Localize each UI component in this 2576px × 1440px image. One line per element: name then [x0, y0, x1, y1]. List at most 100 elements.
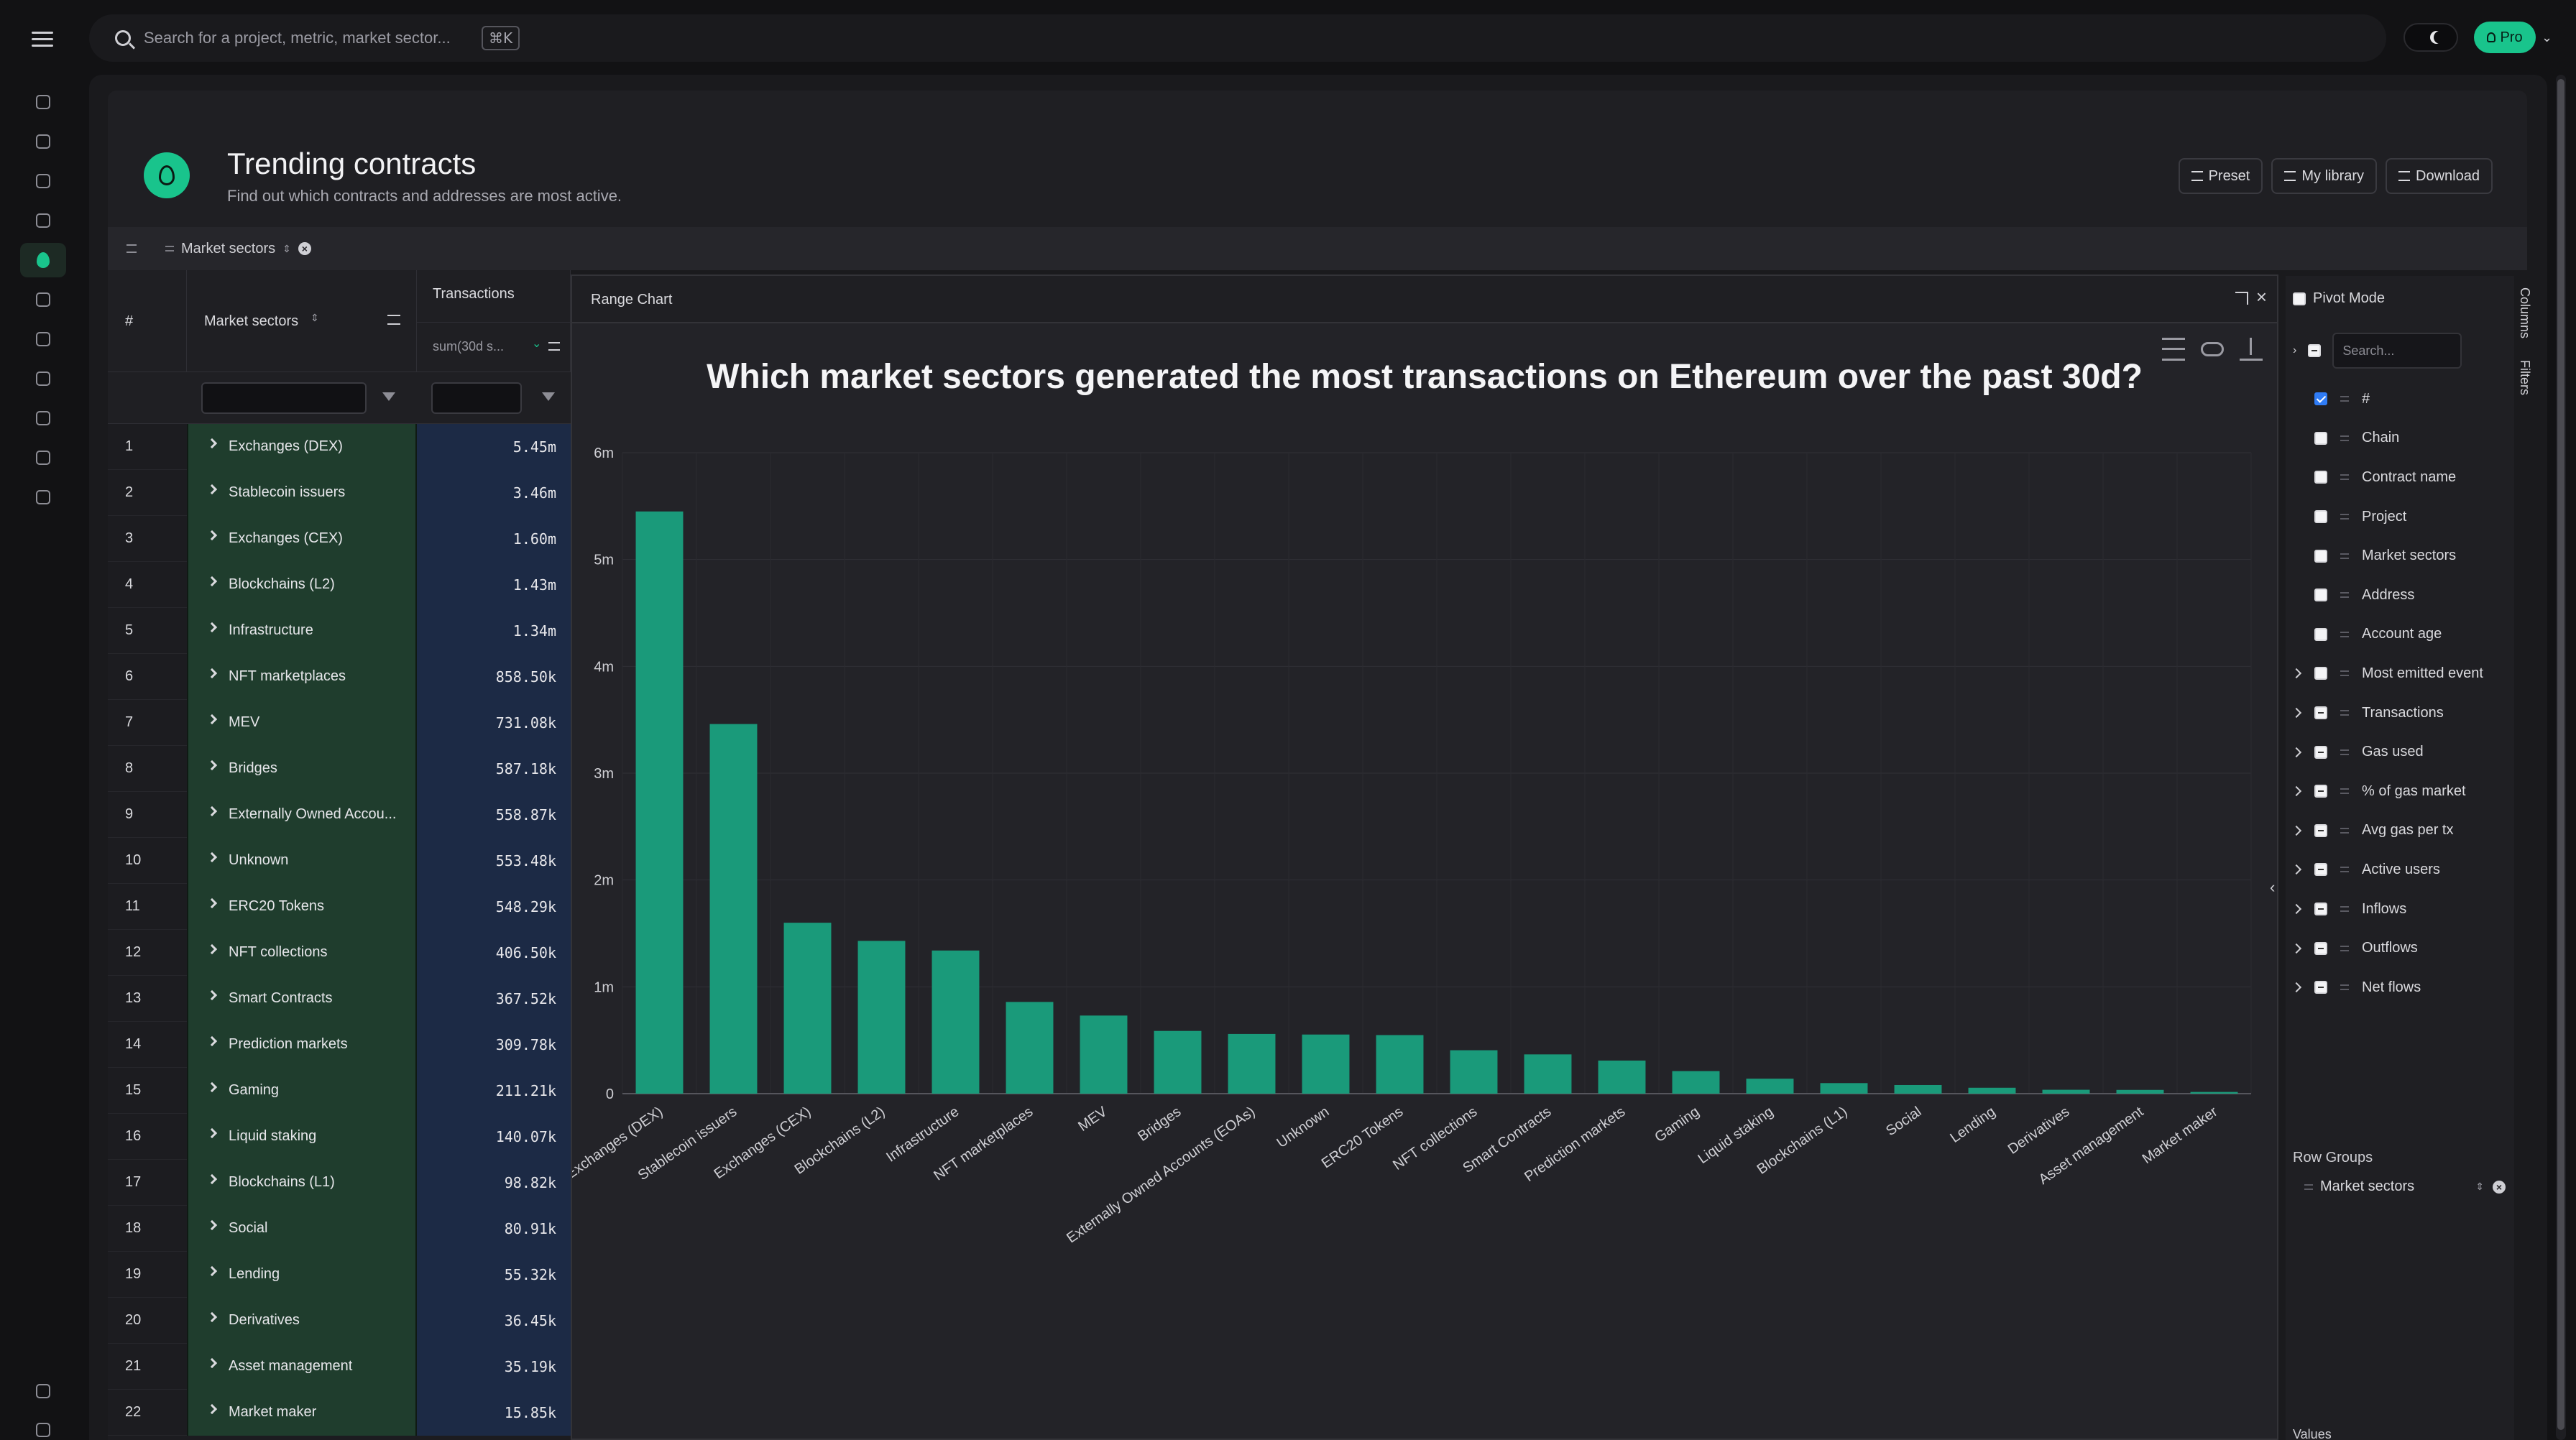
column-menu-icon[interactable]	[387, 315, 400, 325]
preset-button[interactable]: Preset	[2178, 158, 2263, 194]
table-row[interactable]: 15 Gaming 211.21k	[108, 1068, 571, 1114]
chevron-right-icon[interactable]	[206, 1173, 218, 1185]
sidebar-item-notes[interactable]	[20, 1374, 66, 1408]
bar[interactable]	[1746, 1079, 1794, 1094]
download-button[interactable]: Download	[2386, 158, 2493, 194]
sidebar-item-gallery[interactable]	[20, 480, 66, 514]
chevron-right-icon[interactable]	[2291, 982, 2302, 993]
table-row[interactable]: 6 NFT marketplaces 858.50k	[108, 654, 571, 700]
transactions-cell[interactable]: 36.45k	[417, 1298, 571, 1344]
column-item[interactable]: Market sectors	[2293, 536, 2516, 576]
bar[interactable]	[1154, 1030, 1202, 1094]
column-item[interactable]: Chain	[2293, 419, 2516, 458]
panel-collapse-icon[interactable]: ‹	[2270, 878, 2276, 896]
column-checkbox[interactable]	[2314, 549, 2327, 563]
sector-filter-input[interactable]	[201, 382, 367, 414]
sector-cell[interactable]: Externally Owned Accou...	[187, 792, 417, 838]
filter-icon[interactable]	[542, 392, 555, 401]
bar[interactable]	[1228, 1033, 1276, 1094]
column-checkbox[interactable]	[2314, 471, 2327, 484]
drag-handle-icon[interactable]	[165, 246, 174, 251]
select-all-checkbox[interactable]	[2308, 344, 2322, 357]
sector-cell[interactable]: Blockchains (L1)	[187, 1160, 417, 1206]
bar[interactable]	[709, 724, 758, 1094]
sidebar-item-community[interactable]	[20, 361, 66, 396]
bar[interactable]	[1968, 1087, 2016, 1094]
sort-icon[interactable]: ⇕	[310, 312, 319, 323]
transactions-cell[interactable]: 98.82k	[417, 1160, 571, 1206]
sidebar-item-explore[interactable]	[20, 440, 66, 475]
row-group-chip[interactable]: Market sectors ⇕ ×	[2304, 1178, 2506, 1195]
close-icon[interactable]: ×	[2255, 286, 2267, 308]
chevron-right-icon[interactable]	[2291, 943, 2302, 954]
column-search-input[interactable]	[2332, 333, 2462, 369]
column-item[interactable]: Inflows	[2291, 890, 2516, 929]
table-row[interactable]: 2 Stablecoin issuers 3.46m	[108, 470, 571, 516]
sector-cell[interactable]: Asset management	[187, 1344, 417, 1390]
drag-handle-icon[interactable]	[2340, 749, 2349, 755]
sector-cell[interactable]: Social	[187, 1206, 417, 1252]
bar[interactable]	[2116, 1089, 2164, 1094]
column-item[interactable]: Gas used	[2291, 732, 2516, 772]
transactions-cell[interactable]: 140.07k	[417, 1114, 571, 1160]
sidebar-item-home[interactable]	[20, 85, 66, 119]
column-checkbox[interactable]	[2314, 589, 2327, 602]
tx-filter-input[interactable]	[431, 382, 522, 414]
sector-cell[interactable]: MEV	[187, 700, 417, 746]
sidebar-item-charts[interactable]	[20, 124, 66, 159]
table-row[interactable]: 10 Unknown 553.48k	[108, 838, 571, 884]
chevron-right-icon[interactable]	[206, 1311, 218, 1323]
search-input[interactable]	[144, 29, 482, 47]
table-row[interactable]: 9 Externally Owned Accou... 558.87k	[108, 792, 571, 838]
bar[interactable]	[857, 941, 906, 1094]
sector-cell[interactable]: Bridges	[187, 746, 417, 792]
table-row[interactable]: 3 Exchanges (CEX) 1.60m	[108, 516, 571, 562]
sidebar-item-settings[interactable]	[20, 1413, 66, 1440]
column-menu-icon[interactable]	[548, 342, 560, 351]
bar[interactable]	[1524, 1054, 1572, 1094]
group-chip[interactable]: Market sectors ⇕ ×	[165, 241, 311, 257]
table-row[interactable]: 20 Derivatives 36.45k	[108, 1298, 571, 1344]
transactions-cell[interactable]: 55.32k	[417, 1252, 571, 1298]
transactions-cell[interactable]: 1.60m	[417, 516, 571, 562]
table-row[interactable]: 1 Exchanges (DEX) 5.45m	[108, 424, 571, 470]
column-item[interactable]: Outflows	[2291, 928, 2516, 968]
sidebar-item-analytics[interactable]	[20, 164, 66, 198]
expand-icon[interactable]	[2235, 292, 2248, 305]
chevron-right-icon[interactable]	[206, 576, 218, 587]
chevron-right-icon[interactable]	[2291, 864, 2302, 875]
chevron-right-icon[interactable]	[2291, 786, 2302, 797]
drag-handle-icon[interactable]	[2340, 906, 2349, 913]
sector-cell[interactable]: NFT marketplaces	[187, 654, 417, 700]
chevron-right-icon[interactable]	[206, 806, 218, 817]
transactions-cell[interactable]: 3.46m	[417, 470, 571, 516]
drag-handle-icon[interactable]	[2340, 592, 2349, 599]
transactions-cell[interactable]: 367.52k	[417, 976, 571, 1022]
column-checkbox[interactable]	[2314, 667, 2327, 680]
sector-cell[interactable]: Smart Contracts	[187, 976, 417, 1022]
bar[interactable]	[1450, 1050, 1498, 1094]
drag-handle-icon[interactable]	[2340, 514, 2349, 520]
sector-cell[interactable]: Gaming	[187, 1068, 417, 1114]
bar[interactable]	[635, 511, 684, 1094]
transactions-cell[interactable]: 553.48k	[417, 838, 571, 884]
bar[interactable]	[2042, 1089, 2090, 1094]
bar[interactable]	[1376, 1035, 1424, 1094]
transactions-cell[interactable]: 558.87k	[417, 792, 571, 838]
column-item[interactable]: Avg gas per tx	[2291, 811, 2516, 851]
column-checkbox[interactable]	[2314, 941, 2327, 955]
transactions-cell[interactable]: 211.21k	[417, 1068, 571, 1114]
bar[interactable]	[1302, 1034, 1350, 1094]
my-library-button[interactable]: My library	[2271, 158, 2378, 194]
table-row[interactable]: 5 Infrastructure 1.34m	[108, 608, 571, 654]
remove-chip-icon[interactable]: ×	[298, 242, 311, 255]
sector-cell[interactable]: NFT collections	[187, 930, 417, 976]
chevron-right-icon[interactable]	[206, 714, 218, 725]
table-row[interactable]: 12 NFT collections 406.50k	[108, 930, 571, 976]
download-icon[interactable]	[2240, 338, 2263, 361]
table-row[interactable]: 18 Social 80.91k	[108, 1206, 571, 1252]
drag-handle-icon[interactable]	[2340, 553, 2349, 559]
chevron-right-icon[interactable]	[206, 989, 218, 1001]
table-row[interactable]: 13 Smart Contracts 367.52k	[108, 976, 571, 1022]
drag-handle-icon[interactable]	[2340, 945, 2349, 951]
